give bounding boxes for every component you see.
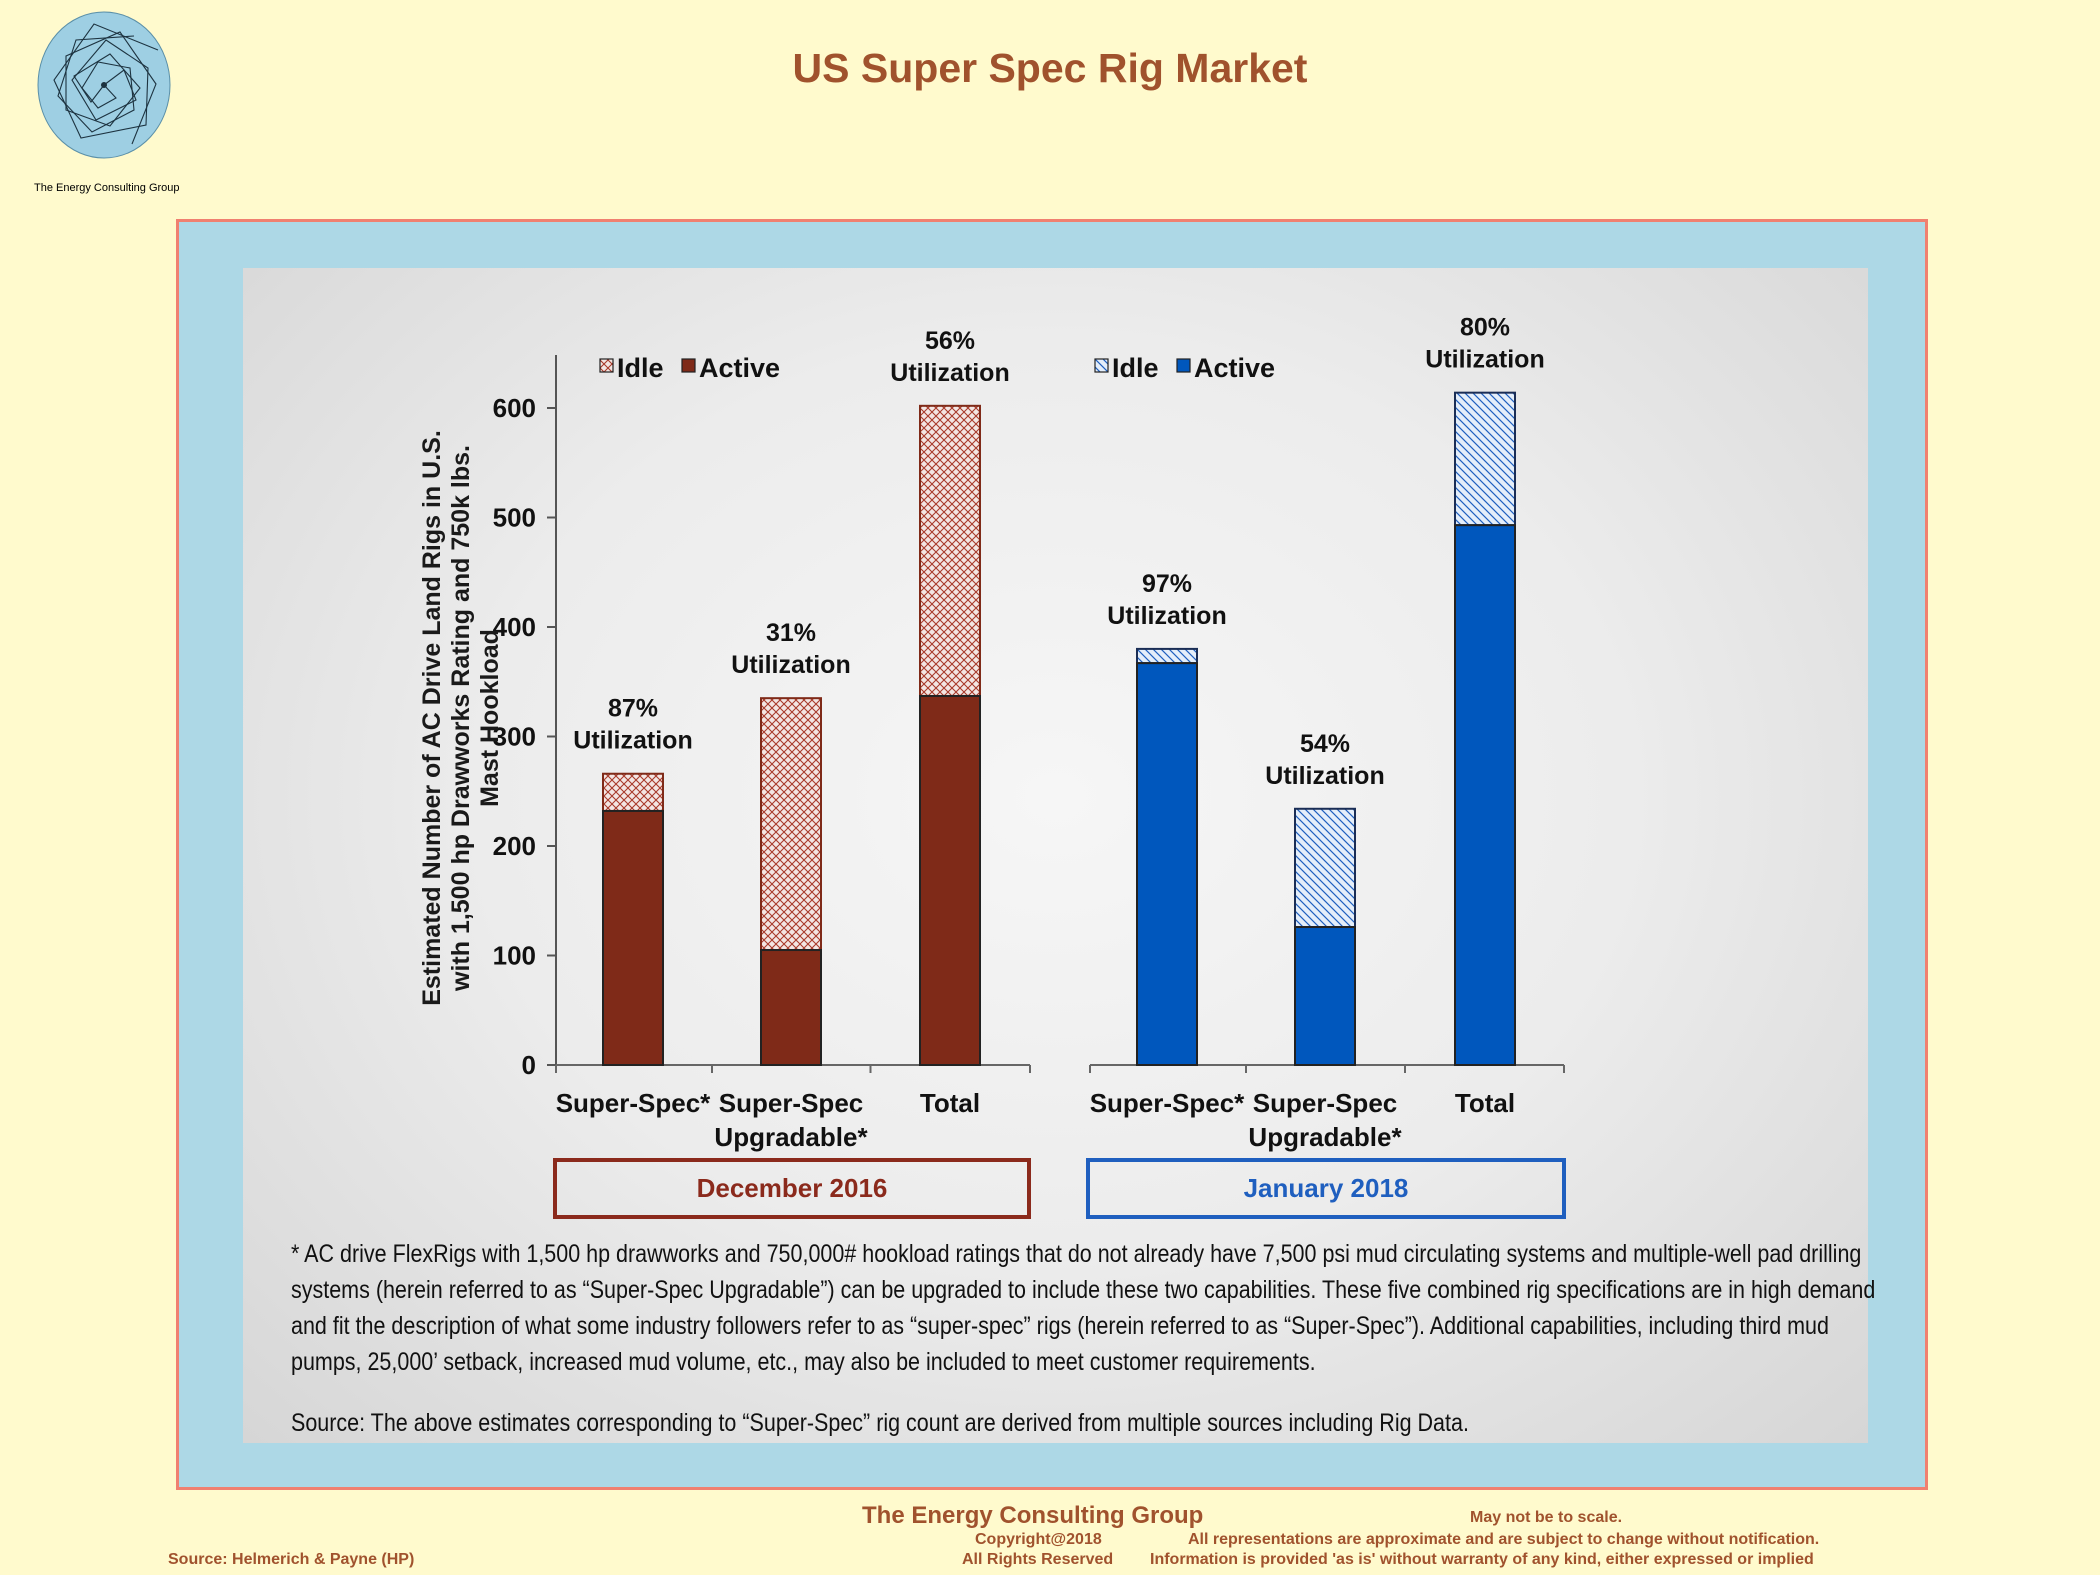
bar-idle <box>1454 391 1516 527</box>
utilization-pct: 80% <box>1460 314 1510 342</box>
footer-disclaimer-1: All representations are approximate and … <box>1188 1531 1820 1548</box>
panel-jan-2018: Idle Active 97% Utilization Super-Spec* 54% Ut… <box>1086 314 1566 1219</box>
y-axis-label-line-2: with 1,500 hp Drawworks Rating and 750k … <box>447 445 475 991</box>
utilization-label: Utilization <box>573 727 692 755</box>
y-axis-label-line-3: Mast Hookload <box>476 629 504 807</box>
bar-idle <box>602 772 664 812</box>
footer-company: The Energy Consulting Group <box>862 1502 1204 1529</box>
utilization-label: Utilization <box>1107 602 1226 630</box>
y-tick-label: 500 <box>493 503 536 533</box>
y-tick-label: 200 <box>493 831 536 861</box>
category-label: Super-Spec <box>1253 1088 1398 1118</box>
legend-active-swatch <box>681 358 696 373</box>
category-label: Total <box>920 1088 980 1118</box>
utilization-pct: 56% <box>925 327 975 355</box>
page-title: US Super Spec Rig Market <box>792 45 1308 91</box>
bar-active <box>1454 524 1516 1066</box>
y-tick-label: 0 <box>522 1050 536 1080</box>
panel-dec-2016: Idle Active 87% Utilization Super-Spec* 31% Ut… <box>553 327 1031 1219</box>
legend-idle-swatch <box>599 358 614 373</box>
y-axis-label-line-1: Estimated Number of AC Drive Land Rigs i… <box>418 430 446 1006</box>
y-tick-label: 100 <box>493 941 536 971</box>
legend-idle-label: Idle <box>617 353 664 383</box>
utilization-label: Utilization <box>1265 762 1384 790</box>
footer-scale-note: May not be to scale. <box>1470 1509 1623 1526</box>
legend: Idle Active <box>1094 353 1275 383</box>
y-tick-label: 600 <box>493 393 536 423</box>
category-label: Upgradable* <box>1248 1122 1402 1152</box>
legend-idle-swatch <box>1094 358 1109 373</box>
chart-slide <box>243 268 1868 1443</box>
chart-source-note: Source: The above estimates correspondin… <box>291 1409 1469 1437</box>
bar-active <box>760 949 822 1067</box>
utilization-pct: 54% <box>1300 730 1350 758</box>
utilization-label: Utilization <box>1425 346 1544 374</box>
bar-idle <box>760 697 822 952</box>
category-label: Super-Spec <box>719 1088 864 1118</box>
period-label: January 2018 <box>1244 1173 1409 1203</box>
category-label: Super-Spec* <box>556 1088 711 1118</box>
y-tick-label: 400 <box>493 612 536 642</box>
category-label: Super-Spec* <box>1090 1088 1245 1118</box>
footer-copyright: Copyright@2018 <box>975 1531 1102 1548</box>
footer-disclaimer-2: Information is provided 'as is' without … <box>1150 1551 1814 1568</box>
footnote: * AC drive FlexRigs with 1,500 hp drawwo… <box>291 1240 1876 1376</box>
legend-active-label: Active <box>699 353 780 383</box>
utilization-pct: 97% <box>1142 570 1192 598</box>
bar-active <box>1294 926 1356 1067</box>
utilization-pct: 31% <box>766 619 816 647</box>
bar-idle <box>919 404 981 697</box>
footer-rights: All Rights Reserved <box>962 1551 1114 1568</box>
logo-caption: The Energy Consulting Group <box>34 182 180 194</box>
company-logo: The Energy Consulting Group <box>28 10 180 195</box>
utilization-pct: 87% <box>608 695 658 723</box>
legend: Idle Active <box>599 353 780 383</box>
legend-idle-label: Idle <box>1112 353 1159 383</box>
legend-active-label: Active <box>1194 353 1275 383</box>
bar-idle <box>1136 647 1198 665</box>
spiral-logo-icon <box>37 11 171 159</box>
period-box <box>553 1158 1031 1219</box>
y-axis-label: Estimated Number of AC Drive Land Rigs i… <box>418 378 505 1058</box>
bar-active <box>919 694 981 1066</box>
category-label: Total <box>1455 1088 1515 1118</box>
period-box <box>1086 1158 1566 1219</box>
bar-active <box>602 809 664 1067</box>
bar-active <box>1136 662 1198 1066</box>
category-label: Upgradable* <box>714 1122 868 1152</box>
y-axis: 0 100 200 300 400 500 600 <box>493 355 557 1080</box>
footer-source: Source: Helmerich & Payne (HP) <box>168 1551 415 1568</box>
legend-active-swatch <box>1176 358 1191 373</box>
period-label: December 2016 <box>697 1173 888 1203</box>
bar-idle <box>1294 807 1356 929</box>
utilization-label: Utilization <box>731 651 850 679</box>
y-tick-label: 300 <box>493 722 536 752</box>
utilization-label: Utilization <box>890 359 1009 387</box>
